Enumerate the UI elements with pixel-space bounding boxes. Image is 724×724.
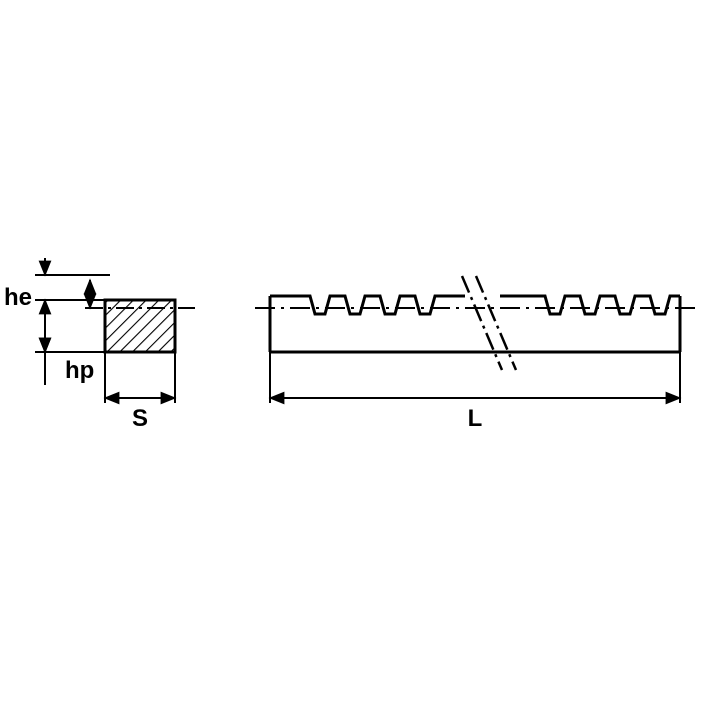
- label-S: S: [132, 405, 148, 432]
- side-view: [255, 276, 695, 370]
- dim-L: [270, 352, 680, 403]
- label-he: he: [4, 284, 32, 311]
- dim-S: [105, 352, 175, 403]
- label-L: L: [468, 405, 483, 432]
- cross-section: [35, 275, 195, 352]
- label-hp: hp: [65, 357, 94, 384]
